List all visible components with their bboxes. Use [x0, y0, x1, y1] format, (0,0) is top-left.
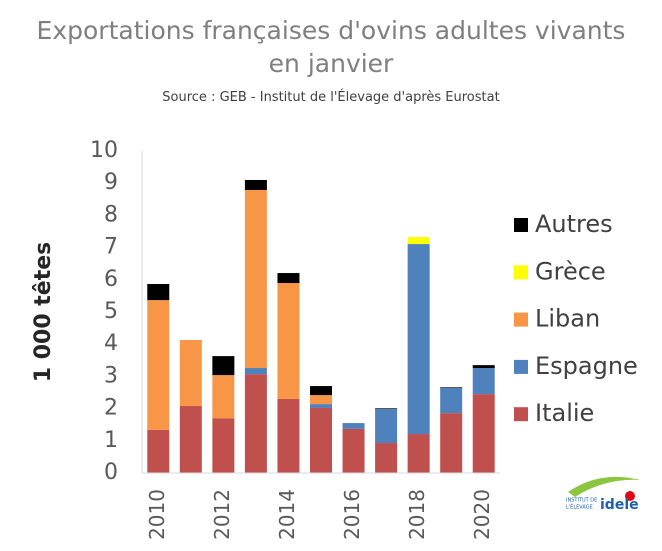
logo-text: INSTITUT DE [566, 498, 597, 504]
chart-subtitle: Source : GEB - Institut de l'Élevage d'a… [162, 90, 500, 105]
y-tick-label: 1 [104, 428, 118, 453]
y-tick-label: 8 [104, 202, 118, 227]
bar-segment [310, 404, 332, 408]
legend-label: Espagne [535, 352, 638, 380]
logo-dot [625, 491, 635, 501]
y-tick-label: 9 [104, 170, 118, 195]
y-tick-label: 10 [90, 138, 118, 163]
x-tick-label: 2014 [275, 489, 299, 540]
bar-segment [212, 418, 235, 473]
bar-segment [277, 283, 300, 399]
bar-segment [179, 406, 202, 473]
bar-segment [212, 356, 235, 376]
legend-label: Grèce [535, 257, 606, 285]
y-tick-label: 2 [104, 396, 118, 421]
bar-segment [147, 283, 170, 301]
y-tick-label: 6 [104, 267, 118, 292]
bar-segment [440, 387, 463, 414]
logo-name: idele [600, 497, 639, 513]
bar-segment [310, 407, 332, 473]
bar-segment [277, 273, 300, 284]
bar-segment [375, 443, 398, 473]
bar-segment [310, 386, 332, 396]
logo-swoosh [568, 476, 640, 497]
bar-segment [147, 300, 170, 430]
x-tick-label: 2016 [340, 489, 364, 540]
legend-label: Liban [535, 305, 600, 333]
bar-segment [472, 368, 495, 395]
y-axis-label: 1 000 têtes [31, 242, 56, 383]
bar-segment [407, 236, 430, 245]
bar-segment [472, 394, 495, 473]
bar-segment [277, 398, 300, 473]
y-tick-label: 7 [104, 235, 118, 260]
x-tick-label: 2010 [145, 489, 169, 540]
bar-segment [407, 244, 430, 435]
logo: INSTITUT DE L'ÉLEVAGE idele [566, 476, 640, 513]
legend-swatch [514, 312, 528, 327]
x-tick-label: 2018 [405, 489, 429, 540]
y-tick-label: 0 [104, 460, 118, 485]
bar-segment [375, 408, 398, 444]
legend-label: Autres [535, 210, 613, 238]
logo-text: L'ÉLEVAGE [566, 503, 593, 511]
x-tick-label: 2012 [210, 489, 234, 540]
bar-segment [147, 429, 170, 473]
bar-segment [244, 368, 267, 375]
y-tick-label: 5 [104, 299, 118, 324]
y-tick-label: 4 [104, 331, 118, 356]
bar-segment [440, 387, 463, 388]
x-tick-label: 2020 [470, 489, 494, 540]
legend-swatch [514, 218, 528, 232]
bar-segment [244, 189, 267, 369]
bar-segment [179, 340, 202, 407]
bar-segment [244, 374, 267, 473]
legend-swatch [514, 359, 528, 374]
legend-swatch [514, 407, 528, 422]
bar-segment [342, 428, 365, 473]
legend-label: Italie [535, 399, 594, 427]
bar-segment [244, 179, 267, 190]
bar-segment [375, 408, 398, 409]
legend-swatch [514, 265, 528, 280]
y-tick-label: 3 [104, 363, 118, 388]
bar-segment [407, 434, 430, 473]
bar-segment [342, 423, 365, 429]
bar-segment [212, 375, 235, 419]
bar-segment [440, 413, 463, 473]
bar-segment [310, 395, 332, 405]
chart-title: Exportations françaises d'ovins adultes … [36, 16, 626, 78]
bar-segment [472, 365, 495, 369]
